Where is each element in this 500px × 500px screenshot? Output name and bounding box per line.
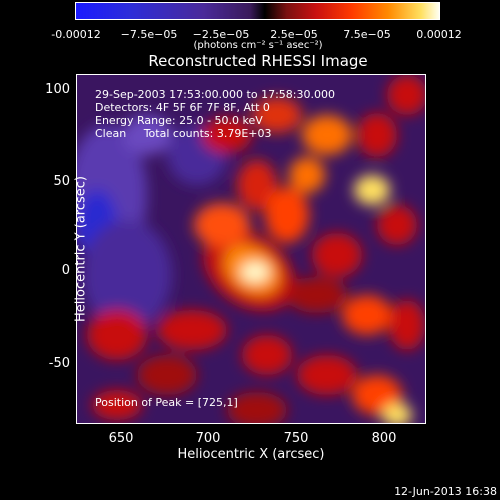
y-tick: -50 <box>48 356 70 371</box>
y-tick: 50 <box>53 174 70 189</box>
rhessi-image <box>77 75 425 423</box>
image-plot: 29-Sep-2003 17:53:00.000 to 17:58:30.000… <box>76 74 426 424</box>
plot-title: Reconstructed RHESSI Image <box>148 52 368 70</box>
clean-info: Clean Total counts: 3.79E+03 <box>95 127 272 140</box>
timestamp: 12-Jun-2013 16:38 <box>394 485 497 498</box>
colorbar-tick: 2.5e−05 <box>270 28 318 41</box>
colorbar-tick: -0.00012 <box>51 28 101 41</box>
time-range: 29-Sep-2003 17:53:00.000 to 17:58:30.000 <box>95 88 335 101</box>
peak-position: Position of Peak = [725,1] <box>95 396 238 409</box>
energy-range: Energy Range: 25.0 - 50.0 keV <box>95 114 263 127</box>
y-tick: 100 <box>45 82 70 97</box>
colorbar-units: (photons cm⁻² s⁻¹ asec⁻²) <box>193 40 323 51</box>
y-axis-label: Heliocentric Y (arcsec) <box>73 176 89 322</box>
colorbar-tick: −7.5e−05 <box>120 28 178 41</box>
x-axis-label: Heliocentric X (arcsec) <box>177 447 325 462</box>
x-tick: 700 <box>195 431 221 446</box>
detectors: Detectors: 4F 5F 6F 7F 8F, Att 0 <box>95 101 270 114</box>
colorbar-tick: 0.00012 <box>416 28 462 41</box>
colorbar-tick: 7.5e−05 <box>343 28 391 41</box>
colorbar-tick: −2.5e−05 <box>192 28 250 41</box>
x-tick: 800 <box>371 431 397 446</box>
x-tick: 750 <box>283 431 309 446</box>
colorbar <box>75 2 440 20</box>
y-tick: 0 <box>61 263 70 278</box>
x-tick: 650 <box>108 431 134 446</box>
